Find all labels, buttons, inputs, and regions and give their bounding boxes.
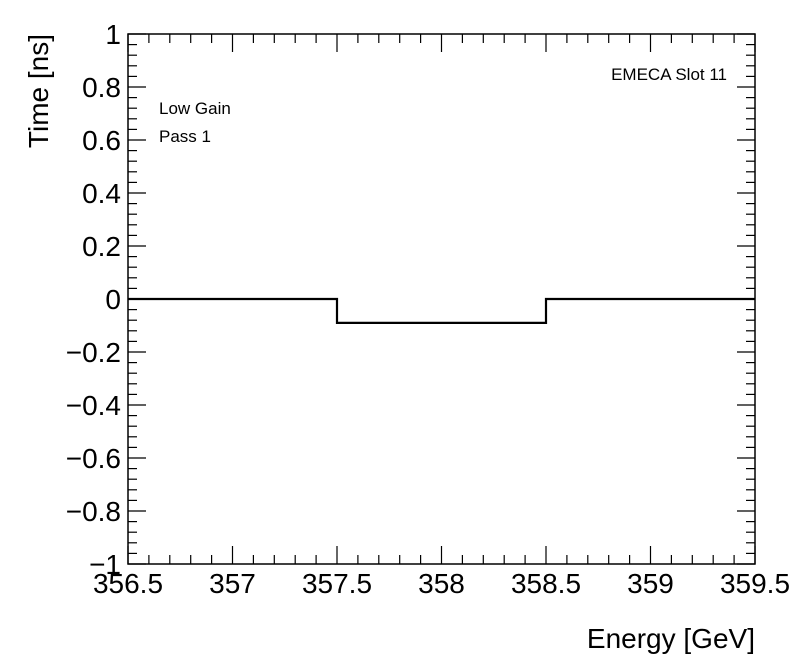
y-tick-label: −0.8	[66, 496, 121, 527]
x-tick-label: 358	[418, 568, 465, 599]
y-tick-labels: −1 −0.8 −0.6 −0.4 −0.2 0 0.2 0.4 0.6 0.8 1	[66, 19, 121, 580]
y-tick-label: −0.6	[66, 443, 121, 474]
x-axis-title: Energy [GeV]	[587, 623, 755, 654]
series-line	[128, 297, 755, 324]
y-tick-label: −0.4	[66, 390, 121, 421]
y-tick-label: 0.4	[82, 178, 121, 209]
x-tick-label: 357	[209, 568, 256, 599]
y-tick-label: −1	[89, 549, 121, 580]
y-axis-title: Time [ns]	[23, 34, 54, 148]
y-tick-label: 0.8	[82, 72, 121, 103]
x-tick-label: 358.5	[511, 568, 581, 599]
x-tick-label: 356.5	[93, 568, 163, 599]
x-tick-labels: 356.5 357 357.5 358 358.5 359 359.5	[93, 568, 790, 599]
annotation-gain: Low Gain	[159, 99, 231, 118]
axis-ticks	[127, 33, 756, 565]
y-tick-label: 0.6	[82, 125, 121, 156]
x-tick-label: 357.5	[302, 568, 372, 599]
annotation-slot: EMECA Slot 11	[611, 65, 727, 84]
annotation-pass: Pass 1	[159, 127, 211, 146]
y-tick-label: 1	[105, 19, 121, 50]
y-tick-label: 0.2	[82, 231, 121, 262]
x-tick-label: 359.5	[720, 568, 790, 599]
data-series	[128, 297, 755, 324]
x-tick-label: 359	[627, 568, 674, 599]
y-tick-label: −0.2	[66, 337, 121, 368]
y-tick-label: 0	[105, 284, 121, 315]
